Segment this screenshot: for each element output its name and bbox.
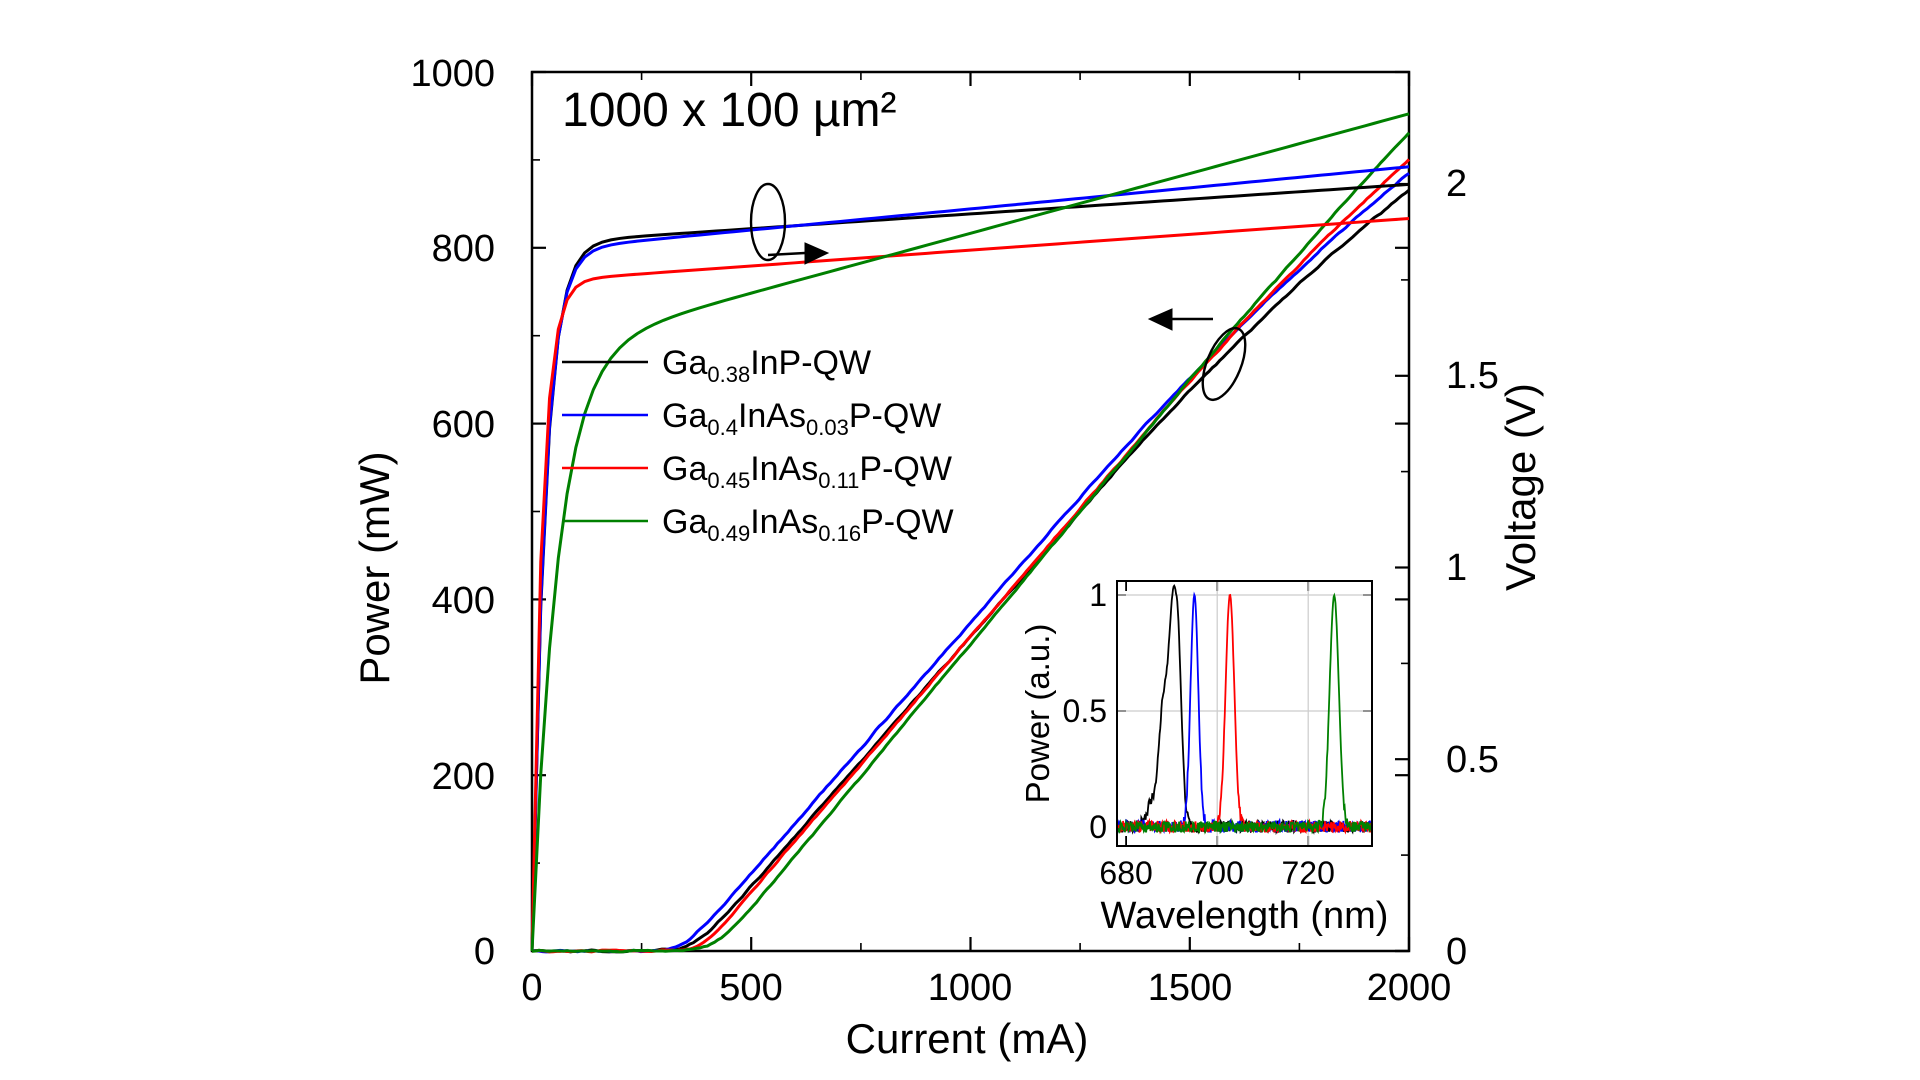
svg-text:0: 0 [521, 967, 542, 1009]
svg-text:680: 680 [1099, 855, 1152, 891]
svg-text:Power (mW): Power (mW) [351, 451, 398, 684]
svg-text:Ga0.49InAs0.16P-QW: Ga0.49InAs0.16P-QW [662, 503, 954, 546]
svg-text:2000: 2000 [1367, 967, 1452, 1009]
svg-text:0: 0 [1446, 931, 1467, 973]
svg-text:Power (a.u.): Power (a.u.) [1019, 624, 1056, 804]
svg-text:1500: 1500 [1148, 967, 1233, 1009]
svg-text:700: 700 [1191, 855, 1244, 891]
svg-text:Ga0.45InAs0.11P-QW: Ga0.45InAs0.11P-QW [662, 450, 952, 493]
svg-text:1000 x 100 µm²: 1000 x 100 µm² [562, 84, 897, 137]
svg-text:2: 2 [1446, 163, 1467, 205]
svg-text:600: 600 [432, 404, 495, 446]
svg-text:500: 500 [719, 967, 782, 1009]
svg-text:1000: 1000 [928, 967, 1013, 1009]
svg-text:Ga0.38InP-QW: Ga0.38InP-QW [662, 344, 871, 387]
svg-text:0: 0 [1089, 809, 1107, 845]
svg-text:1: 1 [1089, 577, 1107, 613]
svg-text:0.5: 0.5 [1063, 693, 1107, 729]
svg-text:Current (mA): Current (mA) [846, 1015, 1089, 1062]
svg-text:Wavelength (nm): Wavelength (nm) [1101, 895, 1389, 937]
svg-text:1000: 1000 [410, 53, 495, 95]
svg-text:800: 800 [432, 228, 495, 270]
svg-text:400: 400 [432, 580, 495, 622]
svg-text:200: 200 [432, 756, 495, 798]
svg-text:1: 1 [1446, 547, 1467, 589]
svg-text:0.5: 0.5 [1446, 739, 1499, 781]
svg-text:1.5: 1.5 [1446, 355, 1499, 397]
svg-text:720: 720 [1282, 855, 1335, 891]
svg-text:Voltage (V): Voltage (V) [1497, 383, 1544, 591]
svg-text:0: 0 [474, 931, 495, 973]
svg-text:Ga0.4InAs0.03P-QW: Ga0.4InAs0.03P-QW [662, 397, 941, 440]
